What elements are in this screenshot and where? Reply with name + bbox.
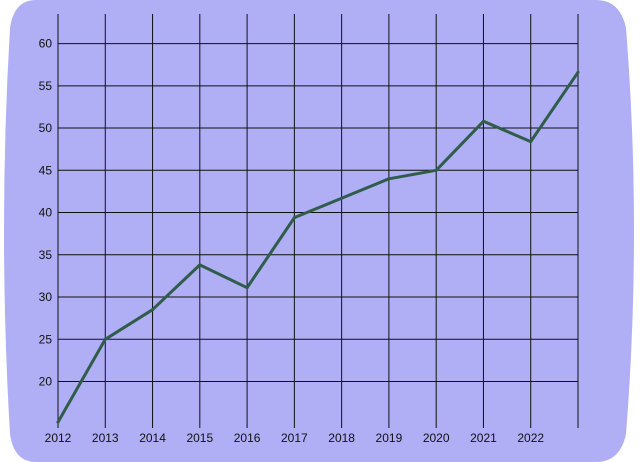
data-point <box>57 421 60 424</box>
x-tick-label: 2021 <box>470 431 497 445</box>
x-tick-label: 2019 <box>376 431 403 445</box>
y-tick-label: 20 <box>39 375 53 389</box>
x-tick-label: 2020 <box>423 431 450 445</box>
x-tick-label: 2017 <box>281 431 308 445</box>
data-point <box>482 120 485 123</box>
data-point <box>293 216 296 219</box>
y-tick-label: 55 <box>39 79 53 93</box>
chart-background <box>4 0 634 462</box>
x-tick-label: 2022 <box>517 431 544 445</box>
y-axis-ticks: 20 25 30 35 40 45 50 55 60 <box>39 37 53 389</box>
x-tick-label: 2013 <box>92 431 119 445</box>
y-tick-label: 30 <box>39 290 53 304</box>
y-tick-label: 60 <box>39 37 53 51</box>
y-tick-label: 35 <box>39 248 53 262</box>
data-point <box>198 263 201 266</box>
x-tick-label: 2016 <box>234 431 261 445</box>
x-tick-label: 2018 <box>328 431 355 445</box>
data-point <box>577 71 580 74</box>
data-point <box>340 197 343 200</box>
data-point <box>151 308 154 311</box>
data-point <box>529 140 532 143</box>
y-tick-label: 45 <box>39 163 53 177</box>
y-tick-label: 50 <box>39 121 53 135</box>
x-tick-label: 2014 <box>139 431 166 445</box>
y-tick-label: 25 <box>39 332 53 346</box>
x-tick-label: 2012 <box>45 431 72 445</box>
data-point <box>104 338 107 341</box>
data-point <box>387 177 390 180</box>
data-point <box>246 286 249 289</box>
data-point <box>435 169 438 172</box>
y-tick-label: 40 <box>39 206 53 220</box>
x-tick-label: 2015 <box>186 431 213 445</box>
